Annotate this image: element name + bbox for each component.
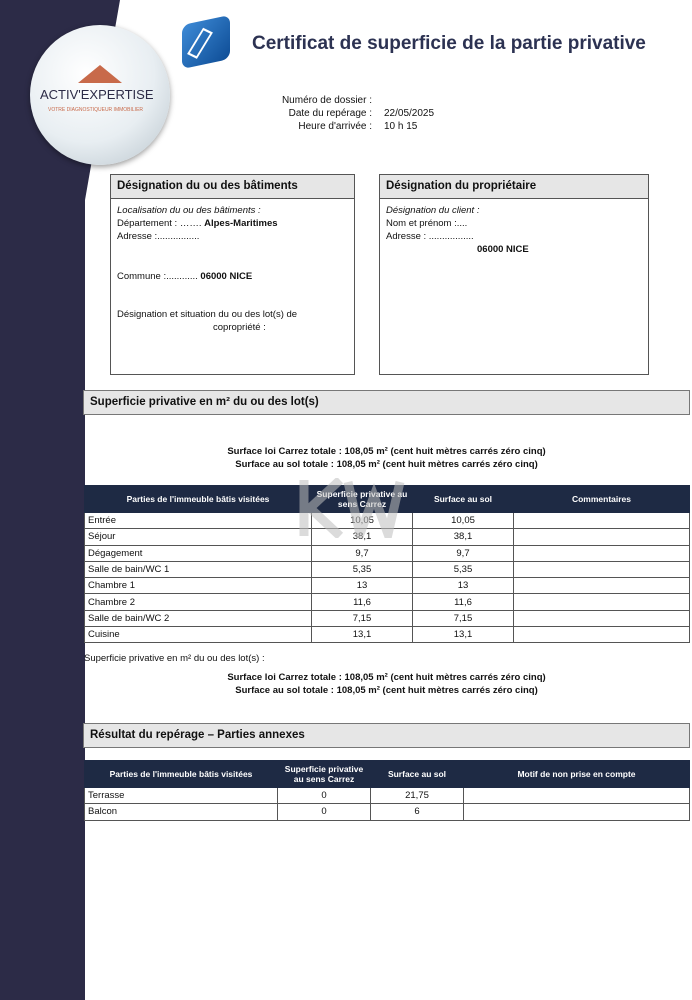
meta-label: Date du repérage :: [288, 108, 372, 119]
col-header: Parties de l'immeuble bâtis visitées: [84, 485, 312, 513]
table-cell: 13,1: [412, 626, 514, 644]
table-row: Salle de bain/WC 1 5,35 5,35: [84, 560, 690, 579]
table-row: Chambre 2 11,6 11,6: [84, 593, 690, 611]
table-row: Dégagement 9,7 9,7: [84, 544, 690, 562]
table-cell: [513, 609, 690, 628]
col-header: Surface au sol: [412, 485, 514, 513]
table-cell: 9,7: [311, 544, 413, 562]
table-cell: 10,05: [311, 511, 413, 530]
table-cell: [513, 626, 690, 644]
table-row: Chambre 1 13 13: [84, 577, 690, 595]
table-cell: Chambre 1: [84, 577, 312, 595]
lots-label: Désignation et situation du ou des lot(s…: [117, 309, 298, 320]
col-header: Motif de non prise en compte: [463, 760, 690, 788]
side-band: [0, 0, 85, 1000]
table-cell: Salle de bain/WC 2: [84, 609, 312, 628]
table-row: Entrée 10,05 10,05: [84, 511, 690, 530]
rooms-table: Parties de l'immeuble bâtis visitées Sup…: [84, 485, 690, 644]
table-cell: 5,35: [311, 560, 413, 579]
commune-value: 06000 NICE: [200, 271, 253, 282]
table-cell: [513, 528, 690, 546]
table-cell: [513, 511, 690, 530]
meta-value: 22/05/2025: [384, 108, 435, 119]
logo-brand: ACTIV'EXPERTISE: [40, 87, 154, 102]
table-cell: 21,75: [370, 786, 464, 805]
table-cell: 11,6: [311, 593, 413, 611]
table-cell: 6: [370, 803, 464, 821]
annexes-table: Parties de l'immeuble bâtis visitées Sup…: [84, 760, 690, 821]
table-cell: [463, 803, 690, 821]
table-cell: Cuisine: [84, 626, 312, 644]
table-cell: [513, 544, 690, 562]
loc-label: Localisation du ou des bâtiments :: [117, 205, 261, 216]
meta-info: Numéro de dossier : Date du repérage : 22…: [270, 94, 434, 133]
lots-label-2: copropriété :: [213, 322, 266, 333]
meta-label: Numéro de dossier :: [281, 95, 372, 106]
col-header: Commentaires: [513, 485, 690, 513]
table-cell: 0: [277, 803, 371, 821]
table-cell: 9,7: [412, 544, 514, 562]
totals-bottom: Surface loi Carrez totale : 108,05 m² (c…: [83, 671, 690, 697]
table-cell: Entrée: [84, 511, 312, 530]
col-header: Superficie privative au sens Carrez: [277, 760, 371, 788]
table-row: Terrasse 0 21,75: [84, 786, 690, 805]
table-cell: 10,05: [412, 511, 514, 530]
table-row: Salle de bain/WC 2 7,15 7,15: [84, 609, 690, 628]
table-cell: Séjour: [84, 528, 312, 546]
owner-address: Adresse : .................: [386, 231, 474, 242]
table-cell: Chambre 2: [84, 593, 312, 611]
table-row: Cuisine 13,1 13,1: [84, 626, 690, 644]
dept-value: Alpes-Maritimes: [204, 218, 278, 229]
col-header: Surface au sol: [370, 760, 464, 788]
table-row: Balcon 0 6: [84, 803, 690, 821]
owner-header: Désignation du propriétaire: [380, 175, 648, 199]
building-header: Désignation du ou des bâtiments: [111, 175, 354, 199]
table-cell: 7,15: [311, 609, 413, 628]
col-header: Parties de l'immeuble bâtis visitées: [84, 760, 278, 788]
table-cell: [513, 577, 690, 595]
dept-label: Département : …….: [117, 218, 202, 229]
table-cell: Balcon: [84, 803, 278, 821]
meta-value: 10 h 15: [384, 121, 418, 132]
table-cell: 13: [311, 577, 413, 595]
table-cell: [513, 560, 690, 579]
owner-name: Nom et prénom :....: [386, 218, 468, 229]
ruler-icon: [182, 14, 230, 70]
company-logo: ACTIV'EXPERTISE VOTRE DIAGNOSTIQUEUR IMM…: [30, 25, 170, 165]
table-cell: 5,35: [412, 560, 514, 579]
page-title: Certificat de superficie de la partie pr…: [252, 33, 646, 54]
table-cell: [463, 786, 690, 805]
table-cell: 13,1: [311, 626, 413, 644]
table-cell: Dégagement: [84, 544, 312, 562]
table-cell: 11,6: [412, 593, 514, 611]
table-cell: Salle de bain/WC 1: [84, 560, 312, 579]
client-label: Désignation du client :: [386, 205, 480, 216]
total-sol: Surface au sol totale : 108,05 m² (cent …: [235, 685, 538, 696]
table-cell: 38,1: [311, 528, 413, 546]
table-cell: 38,1: [412, 528, 514, 546]
ruler-bar: [187, 27, 213, 59]
table-cell: 7,15: [412, 609, 514, 628]
total-sol: Surface au sol totale : 108,05 m² (cent …: [235, 459, 538, 470]
logo-tagline: VOTRE DIAGNOSTIQUEUR IMMOBILIER: [48, 107, 144, 113]
table-row: Séjour 38,1 38,1: [84, 528, 690, 546]
meta-label: Heure d'arrivée :: [298, 121, 372, 132]
owner-box: Désignation du propriétaire Désignation …: [379, 174, 649, 375]
table-cell: 0: [277, 786, 371, 805]
section-superficie: Superficie privative en m² du ou des lot…: [83, 390, 690, 415]
owner-city: 06000 NICE: [477, 244, 529, 255]
commune-label: Commune :............: [117, 271, 198, 282]
total-carrez: Surface loi Carrez totale : 108,05 m² (c…: [227, 672, 546, 683]
house-roof-icon: [78, 65, 122, 83]
building-box: Désignation du ou des bâtiments Localisa…: [110, 174, 355, 375]
table-cell: [513, 593, 690, 611]
total-carrez: Surface loi Carrez totale : 108,05 m² (c…: [227, 446, 546, 457]
totals-top: Surface loi Carrez totale : 108,05 m² (c…: [83, 445, 690, 471]
table-cell: 13: [412, 577, 514, 595]
address: Adresse :................: [117, 231, 200, 242]
superficie-note: Superficie privative en m² du ou des lot…: [84, 653, 265, 664]
table-cell: Terrasse: [84, 786, 278, 805]
col-header: Superficie privative au sens Carrez: [311, 485, 413, 513]
section-annexes: Résultat du repérage – Parties annexes: [83, 723, 690, 748]
